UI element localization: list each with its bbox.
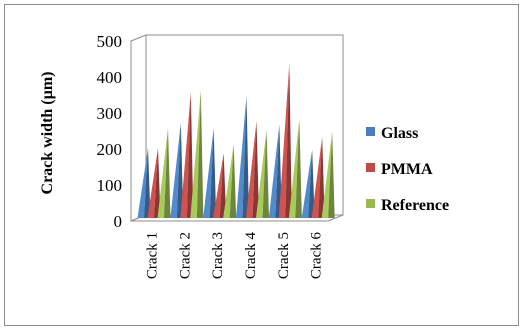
y-tick-label: 100 [97,176,123,195]
bar [157,128,171,218]
bar [311,137,325,218]
bar [321,131,335,218]
legend-item: Glass [366,125,418,142]
bar-face-right [164,128,171,218]
bar-face-left [301,149,313,218]
legend-swatch [366,127,375,136]
legend-label: Glass [381,125,418,142]
bar-face-left [157,128,168,218]
bar [180,92,194,218]
legend-swatch [366,199,375,208]
bar-face-right [242,95,249,218]
bar [223,144,237,218]
bar-face-left [321,131,333,218]
bar-face-left [170,122,181,218]
bar-face-right [262,129,269,218]
bar-face-right [252,120,259,218]
chart-bars [137,63,335,219]
y-tick-label: 200 [97,140,123,159]
bar-face-left [190,90,201,218]
bar-face-left [137,147,148,218]
bar [268,124,282,218]
bar-face-left [288,119,300,218]
y-tick-label: 500 [97,32,123,51]
bar [190,90,204,218]
bar [256,129,269,218]
y-tick-label: 300 [97,104,123,123]
y-axis-label: Crack width (µm) [39,72,56,195]
bar-face-right [209,128,217,218]
x-tick-label: Crack 3 [210,232,226,279]
x-tick-label: Crack 2 [177,232,193,279]
bar [137,147,151,218]
x-tick-label: Crack 4 [243,232,259,280]
bar [278,63,292,219]
y-tick-label: 400 [97,68,123,87]
bar-face-left [268,124,280,218]
bar [246,120,259,218]
bar [301,149,315,218]
legend-item: PMMA [366,161,433,178]
bar-face-right [154,147,161,218]
x-tick-label: Crack 5 [276,232,292,279]
bar-face-left [203,128,214,218]
bar-face-right [285,63,292,219]
legend-label: Reference [381,197,449,214]
x-tick-label: Crack 6 [309,232,325,280]
legend-swatch [366,163,375,172]
bar-face-left [236,95,247,218]
bar-face-left [223,144,234,218]
legend-item: Reference [366,197,449,214]
bar-face-right [219,153,227,218]
bar [288,119,302,218]
bar-face-left [278,63,290,219]
bar-face-left [311,137,323,218]
bar-face-left [180,92,191,218]
bar-face-right [295,119,302,218]
bar-face-left [147,147,158,218]
bar [213,153,227,218]
bar [203,128,217,218]
y-tick-label: 0 [114,212,123,231]
bar-face-left [246,120,257,218]
bar-face-left [256,129,267,218]
bar-face-right [229,144,237,218]
y-axis-ticks: 0 100 200 300 400 500 [97,32,123,231]
bar-face-right [186,92,194,218]
bar-face-left [213,153,224,218]
bar [236,95,249,218]
bar-face-right [144,147,151,218]
bar-face-right [176,122,184,218]
x-tick-label: Crack 1 [144,232,160,279]
bar [170,122,184,218]
bar-face-right [275,124,282,218]
bar-face-right [196,90,204,218]
legend: Glass PMMA Reference [366,125,449,214]
bar-face-right [318,137,325,218]
x-axis-categories: Crack 1 Crack 2 Crack 3 Crack 4 Crack 5 Crack… [144,232,324,280]
bar-face-right [308,149,315,218]
legend-label: PMMA [381,161,433,178]
bar [147,147,161,218]
bar-face-right [328,131,335,218]
